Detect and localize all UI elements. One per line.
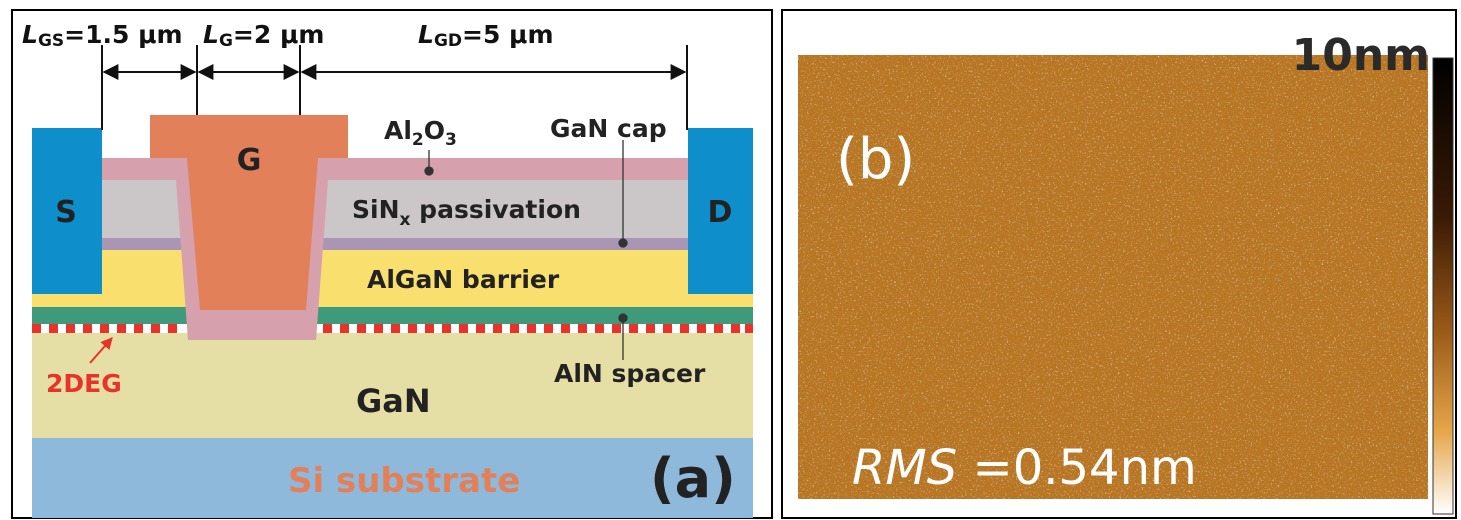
panel-a: LGS=1.5 μm LG=2 μm LGD=5 μm S G D Al2O3 … (11, 9, 773, 519)
lg-label: LG=2 μm (203, 20, 324, 51)
aln-spacer-layer (32, 307, 753, 324)
colorbar (1432, 57, 1454, 515)
aln-spacer-label: AlN spacer (554, 359, 706, 388)
source-contact (32, 128, 102, 294)
source-label: S (55, 195, 77, 230)
scale-label: 10nm (1292, 30, 1430, 81)
twodeg-label: 2DEG (46, 369, 122, 398)
afm-image (798, 55, 1428, 499)
dimension-lines (101, 45, 688, 130)
sinx-label: SiNx passivation (352, 195, 581, 230)
twodeg-channel (32, 324, 753, 333)
gan-cap-label: GaN cap (550, 114, 667, 143)
si-substrate-label: Si substrate (288, 461, 520, 501)
gan-label: GaN (356, 382, 431, 420)
leader-lines (424, 140, 628, 360)
al2o3-label: Al2O3 (384, 116, 457, 150)
algan-barrier-layer (32, 250, 753, 307)
panel-a-label: (a) (650, 447, 736, 510)
gate-electrode (150, 115, 348, 310)
panel-b-label: (b) (836, 127, 915, 192)
drain-label: D (708, 195, 733, 230)
lgd-label: LGD=5 μm (418, 20, 554, 51)
si-substrate-layer (32, 438, 753, 518)
gate-label: G (237, 143, 262, 178)
drain-contact (688, 128, 753, 294)
lgs-label: LGS=1.5 μm (22, 20, 183, 51)
panel-b: 10nm (b) RMS =0.54nm (781, 9, 1457, 519)
gan-layer (32, 333, 753, 438)
algan-label: AlGaN barrier (367, 265, 560, 294)
twodeg-arrow (89, 337, 113, 364)
rms-label: RMS =0.54nm (852, 440, 1197, 496)
